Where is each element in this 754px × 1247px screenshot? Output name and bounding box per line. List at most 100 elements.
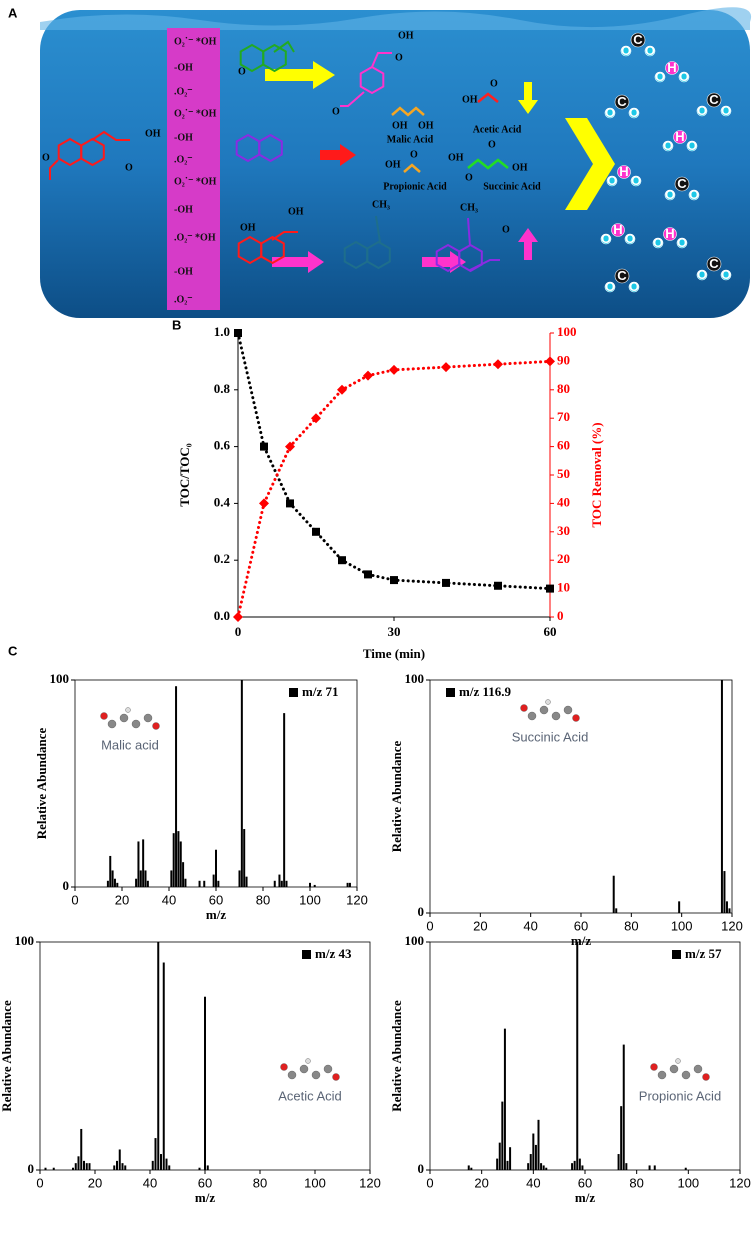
bar — [529, 1154, 532, 1170]
y2-tick-label: 10 — [557, 580, 570, 595]
y2-tick-label: 50 — [557, 466, 570, 481]
y-tick-label: 100 — [405, 933, 425, 948]
atom-label: O — [605, 279, 615, 294]
bar — [534, 1144, 537, 1170]
bar — [77, 1156, 80, 1170]
bar — [309, 882, 311, 887]
bar — [113, 878, 116, 887]
legend-swatch — [302, 950, 311, 959]
bar — [74, 1163, 77, 1170]
y2-tick-label: 0 — [557, 608, 564, 623]
bar — [620, 1106, 623, 1170]
arrow — [265, 61, 335, 89]
marker — [363, 370, 373, 381]
y-tick-label: 1.0 — [214, 324, 230, 339]
x-tick-label: 0 — [426, 918, 433, 933]
product-label: Succinic Acid — [483, 181, 541, 192]
group-label: CH₃ — [372, 199, 390, 210]
bar — [506, 1160, 509, 1170]
x-axis-label: m/z — [575, 1190, 595, 1205]
y-tick-label: 0.2 — [214, 551, 230, 566]
product-label: Malic Acid — [387, 134, 434, 145]
atom-label: O — [697, 267, 707, 282]
x-tick-label: 100 — [671, 918, 693, 933]
panel-label: A — [8, 5, 18, 20]
atom — [563, 705, 573, 715]
atom — [662, 140, 674, 152]
bar — [142, 839, 145, 887]
atom-label: O — [631, 173, 641, 188]
bar — [154, 1138, 157, 1170]
bar — [52, 1167, 55, 1170]
bar — [118, 1149, 121, 1170]
x-tick-label: 40 — [143, 1175, 157, 1190]
x-tick-label: 120 — [346, 892, 368, 907]
atom — [654, 71, 666, 83]
bond — [391, 106, 425, 117]
atom — [606, 175, 618, 187]
bar — [346, 882, 349, 887]
y-tick-label: 0.4 — [214, 494, 231, 509]
atom-label: C — [633, 32, 643, 47]
legend-swatch — [289, 688, 298, 697]
atom-label: O — [645, 43, 655, 58]
x-tick-label: 20 — [474, 1175, 488, 1190]
marker — [312, 527, 320, 536]
atom-label: C — [677, 176, 687, 191]
legend-label: m/z 71 — [302, 684, 338, 699]
y2-axis-label: TOC Removal (%) — [589, 422, 604, 527]
x-tick-label: 60 — [578, 1175, 592, 1190]
atom — [706, 256, 722, 272]
bar — [532, 1133, 535, 1170]
x-tick-label: 20 — [88, 1175, 102, 1190]
atom-label: O — [721, 267, 731, 282]
bar — [243, 829, 246, 887]
legend-label: m/z 57 — [685, 946, 722, 961]
ring — [458, 243, 483, 273]
molecule-label: Propionic Acid — [639, 1088, 721, 1103]
molecule-label: Succinic Acid — [512, 729, 589, 744]
atom — [669, 1064, 679, 1074]
atom — [686, 140, 698, 152]
atom — [663, 227, 677, 241]
x-tick-label: 60 — [574, 918, 588, 933]
atom — [100, 712, 108, 720]
group-label: OH — [512, 162, 528, 173]
atom — [520, 704, 528, 712]
product-label: Propionic Acid — [383, 181, 447, 192]
bar — [723, 871, 726, 913]
water-surface — [40, 7, 752, 30]
marker — [389, 364, 399, 375]
x-tick-label: 60 — [544, 624, 557, 639]
atom-label: O — [679, 69, 689, 84]
group-label: OH — [448, 152, 464, 163]
bar — [612, 875, 615, 913]
atom-label: C — [709, 92, 719, 107]
bar — [175, 686, 178, 887]
marker — [260, 442, 268, 451]
y-tick-label: 0 — [418, 904, 425, 919]
atom — [665, 61, 679, 75]
y2-tick-label: 90 — [557, 352, 570, 367]
plot-frame — [429, 941, 741, 1171]
bar — [44, 1167, 47, 1170]
bond — [371, 52, 392, 68]
panel-label: C — [8, 643, 18, 658]
atom — [696, 269, 708, 281]
atom — [650, 1063, 658, 1071]
plot-frame — [429, 679, 733, 914]
atom — [539, 705, 549, 715]
x-tick-label: 100 — [304, 1175, 326, 1190]
bar — [217, 880, 220, 887]
x-axis-label: m/z — [195, 1190, 215, 1205]
radical-label: O₂˙⁻ *OH — [174, 36, 217, 47]
bar — [313, 884, 316, 887]
marker — [494, 581, 502, 590]
bar — [198, 880, 201, 887]
legend-swatch — [446, 688, 455, 697]
atom — [551, 711, 561, 721]
atom — [674, 176, 690, 192]
atom-label: O — [625, 231, 635, 246]
legend-label: m/z 43 — [315, 946, 352, 961]
